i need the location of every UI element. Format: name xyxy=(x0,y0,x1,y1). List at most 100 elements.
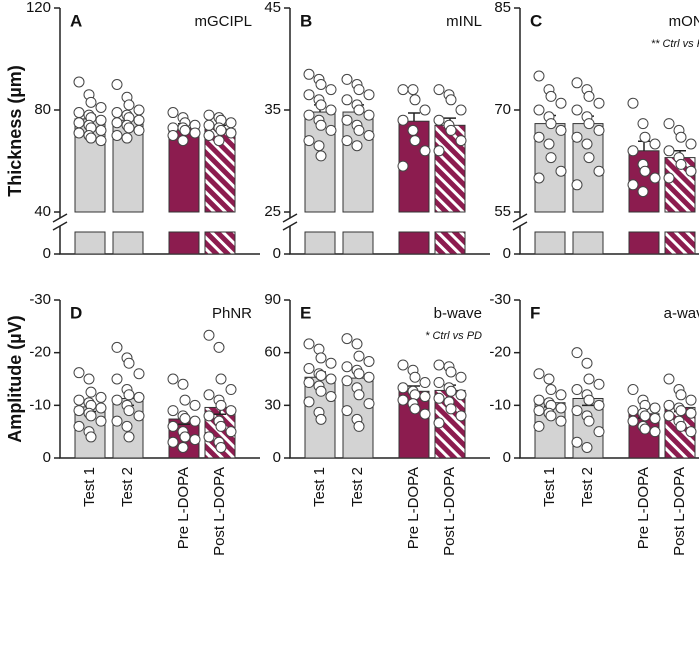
data-point xyxy=(123,389,135,401)
data-point xyxy=(203,119,215,131)
y-tick-label: 25 xyxy=(264,203,281,220)
y-tick-label: 40 xyxy=(34,203,51,220)
data-point xyxy=(353,368,365,380)
data-point xyxy=(215,124,227,136)
data-point xyxy=(685,165,697,177)
data-point xyxy=(409,403,421,415)
panel-title: b-wave xyxy=(434,305,482,322)
data-point xyxy=(419,104,431,116)
panel-title: mGCIPL xyxy=(194,13,252,30)
data-point xyxy=(397,382,409,394)
data-point xyxy=(73,405,85,417)
bar-stub xyxy=(112,231,144,255)
data-point xyxy=(303,362,315,374)
data-point xyxy=(397,359,409,371)
data-point xyxy=(583,90,595,102)
data-point xyxy=(167,405,179,417)
data-point xyxy=(419,408,431,420)
data-point xyxy=(593,165,605,177)
data-point xyxy=(215,420,227,432)
data-point xyxy=(215,441,227,453)
data-point xyxy=(593,97,605,109)
data-point xyxy=(111,130,123,141)
data-point xyxy=(663,145,675,157)
data-point xyxy=(133,410,145,422)
data-point xyxy=(433,84,445,96)
data-point xyxy=(663,172,675,184)
data-point xyxy=(111,394,123,406)
data-point xyxy=(111,341,123,353)
data-point xyxy=(353,124,365,136)
bar-stub xyxy=(534,231,566,255)
data-point xyxy=(313,140,325,152)
data-point xyxy=(203,109,215,121)
data-point xyxy=(533,70,545,82)
error-bar xyxy=(638,140,650,151)
data-point xyxy=(545,410,557,422)
panel-letter: B xyxy=(300,11,312,30)
data-point xyxy=(177,441,189,453)
data-point xyxy=(445,385,457,397)
panel-letter: D xyxy=(70,303,82,322)
data-point xyxy=(433,392,445,404)
data-point xyxy=(419,145,431,157)
x-tick-label: Post L-DOPA xyxy=(671,467,688,556)
data-point xyxy=(409,94,421,106)
data-point xyxy=(637,118,649,130)
data-point xyxy=(179,394,191,406)
data-point xyxy=(533,104,545,116)
data-point xyxy=(85,132,97,144)
data-point xyxy=(225,405,237,417)
panel-letter: E xyxy=(300,303,311,322)
data-point xyxy=(663,373,675,385)
y-axis-label: Amplitude (µV) xyxy=(5,315,25,442)
data-point xyxy=(571,405,583,417)
data-point xyxy=(545,118,557,130)
data-point xyxy=(397,394,409,406)
data-point xyxy=(111,415,123,427)
data-point xyxy=(675,389,687,401)
data-point xyxy=(341,114,353,126)
data-point xyxy=(341,94,353,106)
data-point xyxy=(83,373,95,385)
panel-letter: C xyxy=(530,11,542,30)
data-point xyxy=(675,158,687,170)
data-point xyxy=(133,114,145,126)
data-point xyxy=(407,84,419,96)
data-point xyxy=(179,431,191,443)
x-tick-label: Test 1 xyxy=(311,467,328,507)
y-tick-label: 85 xyxy=(494,0,511,16)
data-point xyxy=(593,426,605,438)
y-tick-label: 35 xyxy=(264,101,281,118)
y-tick-label: 0 xyxy=(273,449,281,466)
data-point xyxy=(571,77,583,89)
bar-stub xyxy=(398,231,430,255)
y-tick-label: -30 xyxy=(489,291,511,308)
error-bar xyxy=(408,112,420,122)
y-tick-label: 30 xyxy=(264,396,281,413)
data-point xyxy=(555,97,567,109)
data-point xyxy=(583,394,595,406)
data-point xyxy=(351,140,363,152)
data-point xyxy=(627,179,639,191)
data-point xyxy=(593,378,605,390)
data-point xyxy=(581,138,593,150)
data-point xyxy=(353,104,365,116)
data-point xyxy=(675,405,687,417)
data-point xyxy=(445,94,457,106)
data-point xyxy=(639,131,651,143)
data-point xyxy=(189,399,201,411)
data-point xyxy=(189,434,201,446)
data-point xyxy=(167,130,179,141)
data-point xyxy=(409,135,421,147)
data-point xyxy=(179,413,191,424)
data-point xyxy=(73,394,85,406)
data-point xyxy=(685,138,697,150)
data-point xyxy=(341,375,353,387)
data-point xyxy=(95,415,107,427)
data-point xyxy=(303,89,315,101)
data-point xyxy=(73,127,85,139)
data-point xyxy=(627,415,639,427)
data-point xyxy=(455,410,467,422)
